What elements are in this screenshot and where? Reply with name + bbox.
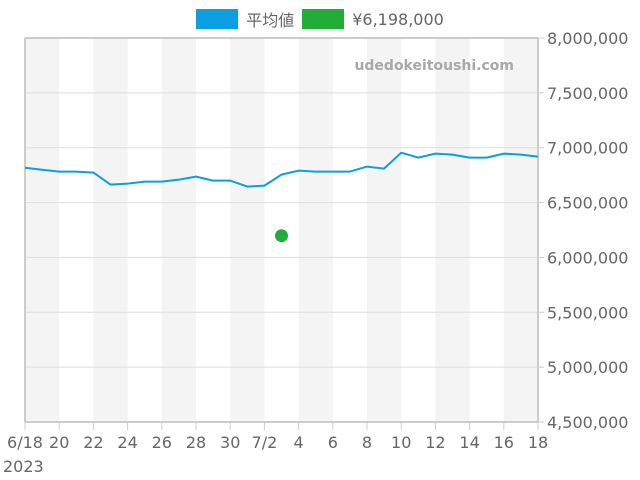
x-tick-label: 28 — [186, 433, 206, 452]
legend-item-price[interactable]: ¥6,198,000 — [302, 9, 444, 29]
y-tick-label: 5,500,000 — [547, 303, 628, 322]
column-band — [503, 38, 538, 422]
y-tick-label: 5,000,000 — [547, 358, 628, 377]
x-tick-label: 20 — [49, 433, 69, 452]
legend-item-average[interactable]: 平均値 — [196, 7, 294, 31]
x-tick-label: 12 — [425, 433, 445, 452]
y-axis-labels: 8,000,000 7,500,000 7,000,000 6,500,000 6,00… — [547, 29, 628, 432]
average-price-line[interactable] — [24, 151, 539, 188]
column-band — [298, 38, 333, 422]
x-axis-labels: 6/18 20 22 24 26 28 30 7/2 4 6 8 10 12 14 16 18 2023 — [3, 433, 548, 476]
column-band — [93, 38, 128, 422]
x-tick-label: 16 — [494, 433, 514, 452]
axes — [24, 37, 539, 430]
x-tick-label: 8 — [362, 433, 372, 452]
legend-label-average: 平均値 — [246, 11, 295, 30]
x-tick-label: 14 — [459, 433, 479, 452]
chart-legend: 平均値 ¥6,198,000 — [0, 8, 640, 30]
watermark: udedokeitoushi.com — [354, 58, 514, 74]
x-tick-label: 10 — [391, 433, 411, 452]
y-tick-label: 8,000,000 — [547, 29, 628, 48]
x-tick-label: 4 — [294, 433, 304, 452]
y-tick-label: 4,500,000 — [547, 413, 628, 432]
y-tick-label: 6,500,000 — [547, 194, 628, 213]
column-band — [367, 38, 402, 422]
x-year-label: 2023 — [3, 457, 44, 476]
column-band — [230, 38, 265, 422]
column-band — [161, 38, 196, 422]
legend-swatch-average — [196, 9, 239, 29]
x-tick-label: 6 — [328, 433, 338, 452]
x-tick-label: 26 — [152, 433, 172, 452]
x-tick-label: 24 — [117, 433, 137, 452]
x-tick-label: 30 — [220, 433, 240, 452]
y-tick-label: 7,500,000 — [547, 84, 628, 103]
y-tick-label: 7,000,000 — [547, 139, 628, 158]
legend-swatch-price — [302, 9, 345, 29]
x-tick-label: 22 — [83, 433, 103, 452]
column-bands — [25, 38, 538, 422]
y-tick-label: 6,000,000 — [547, 248, 628, 267]
x-tick-label: 6/18 — [7, 433, 43, 452]
price-points — [275, 229, 288, 243]
price-point[interactable] — [275, 229, 288, 243]
x-tick-label: 7/2 — [252, 433, 278, 452]
x-tick-label: 18 — [528, 433, 548, 452]
column-band — [25, 38, 60, 422]
column-band — [435, 38, 470, 422]
legend-label-price: ¥6,198,000 — [352, 9, 444, 29]
